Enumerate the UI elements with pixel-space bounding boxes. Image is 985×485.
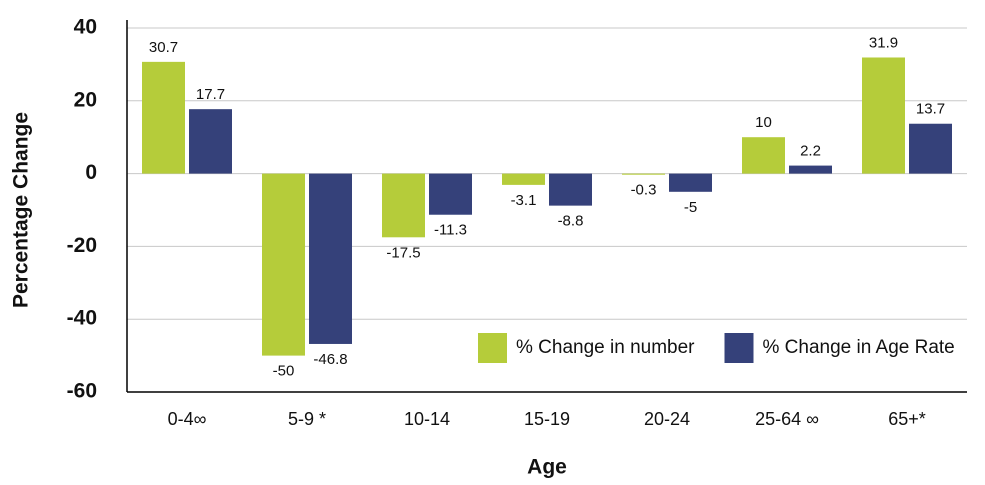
x-tick-label: 5-9 * [288, 409, 326, 429]
bar [189, 109, 232, 174]
bar [669, 173, 712, 192]
x-tick-label: 25-64 ∞ [755, 409, 819, 429]
y-tick-label: -20 [67, 234, 97, 257]
bar [262, 173, 305, 356]
value-label: -8.8 [558, 213, 584, 230]
value-label: 10 [755, 114, 772, 131]
legend-label: % Change in Age Rate [763, 337, 955, 358]
y-tick-label: -40 [67, 307, 97, 330]
value-label: -46.8 [313, 351, 347, 368]
y-tick-label: 20 [74, 88, 97, 111]
value-label: -17.5 [386, 244, 420, 261]
bar [502, 173, 545, 185]
x-tick-label: 10-14 [404, 409, 450, 429]
bar [142, 61, 185, 174]
legend-swatch [478, 333, 507, 363]
x-tick-label: 20-24 [644, 409, 690, 429]
value-label: 31.9 [869, 34, 898, 51]
bar [429, 173, 472, 215]
value-label: -50 [273, 363, 295, 380]
y-tick-label: 0 [85, 161, 97, 184]
value-label: -0.3 [631, 182, 657, 199]
bar [382, 173, 425, 238]
x-axis-title: Age [527, 456, 567, 479]
x-tick-label: 0-4∞ [168, 409, 207, 429]
legend-label: % Change in number [516, 337, 695, 358]
value-label: -3.1 [511, 192, 537, 209]
x-tick-label: 15-19 [524, 409, 570, 429]
y-tick-label: -60 [67, 380, 97, 403]
value-label: 17.7 [196, 86, 225, 103]
legend-swatch [724, 333, 754, 363]
bar [622, 173, 665, 175]
value-label: -5 [684, 199, 697, 216]
bar [549, 173, 592, 206]
value-label: 2.2 [800, 143, 821, 160]
value-label: 13.7 [916, 101, 945, 118]
bar [742, 137, 785, 174]
x-tick-label: 65+* [888, 409, 926, 429]
bar [909, 123, 952, 174]
bar [789, 165, 832, 174]
bar [309, 173, 352, 344]
bar [862, 57, 905, 174]
value-label: 30.7 [149, 39, 178, 56]
value-label: -11.3 [434, 222, 467, 239]
y-tick-label: 40 [74, 16, 97, 39]
y-axis-title: Percentage Change [10, 112, 33, 308]
